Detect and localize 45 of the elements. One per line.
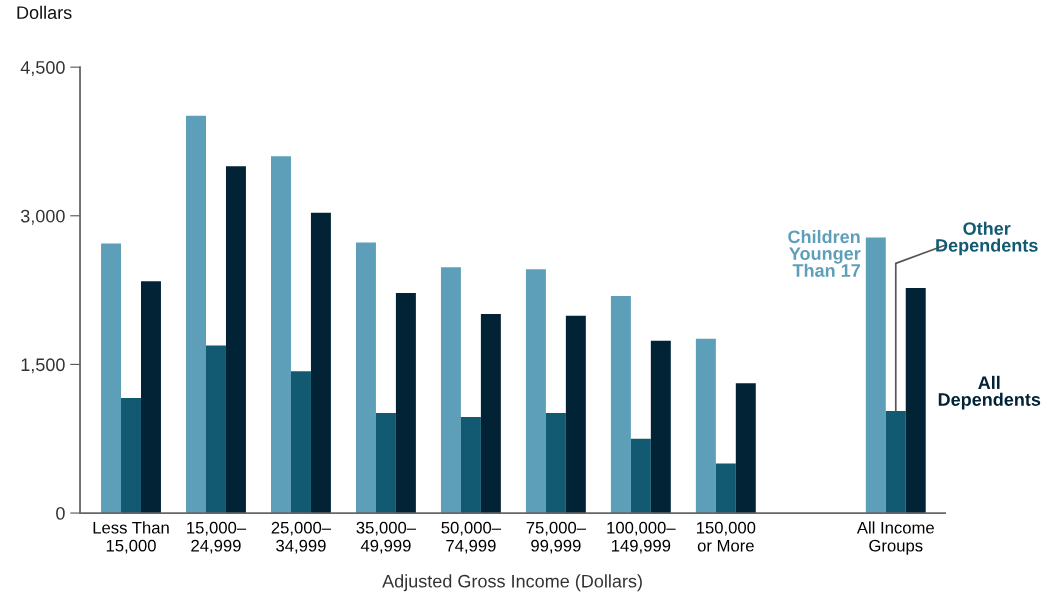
x-tick-label: 50,000– 74,999: [441, 521, 502, 554]
y-axis-title: Dollars: [17, 5, 72, 19]
bar: [205, 345, 226, 514]
bar: [271, 156, 291, 514]
bar: [355, 242, 376, 514]
x-tick-label: 35,000– 49,999: [356, 521, 417, 554]
y-tick-label: 1,500: [21, 358, 65, 374]
x-tick-label: 100,000– 149,999: [607, 521, 676, 554]
x-tick-label: 150,000 or More: [696, 521, 756, 552]
bar: [140, 281, 161, 514]
bar: [440, 267, 461, 514]
bar: [630, 438, 651, 514]
y-tick-label: 0: [56, 506, 65, 520]
x-tick-label: 75,000– 99,999: [526, 521, 586, 554]
bar: [375, 412, 396, 514]
bar: [225, 166, 246, 514]
bar: [650, 340, 671, 514]
bar: [545, 412, 566, 514]
text: Other Dependents: [936, 221, 1038, 256]
bar: [905, 288, 926, 514]
y-tick-label: 3,000: [20, 209, 65, 225]
bar: [885, 410, 906, 514]
bar: [735, 383, 756, 514]
x-axis-title: Adjusted Gross Income (Dollars): [382, 574, 642, 592]
bar: [101, 243, 122, 514]
y-tick-label: 4,500: [20, 61, 65, 77]
bar: [865, 237, 886, 514]
bar: [395, 293, 416, 514]
bar: [715, 463, 736, 514]
bar: [695, 338, 716, 514]
x-tick-label: 15,000– 24,999: [187, 521, 247, 554]
bar: [480, 313, 501, 514]
bar: [525, 269, 546, 514]
series-label: All Dependents: [938, 375, 1041, 410]
bar: [565, 315, 586, 514]
bar: [610, 296, 631, 514]
x-tick-label: Less Than 15,000: [93, 521, 169, 554]
bar: [186, 115, 206, 514]
bar: [310, 212, 331, 514]
series-label: Children Younger Than 17: [788, 229, 861, 277]
x-tick-label: All Income Groups: [856, 521, 934, 555]
x-tick-label: 25,000– 34,999: [271, 521, 332, 554]
bar: [121, 398, 141, 514]
bar: [460, 416, 481, 514]
bar: [290, 371, 311, 514]
